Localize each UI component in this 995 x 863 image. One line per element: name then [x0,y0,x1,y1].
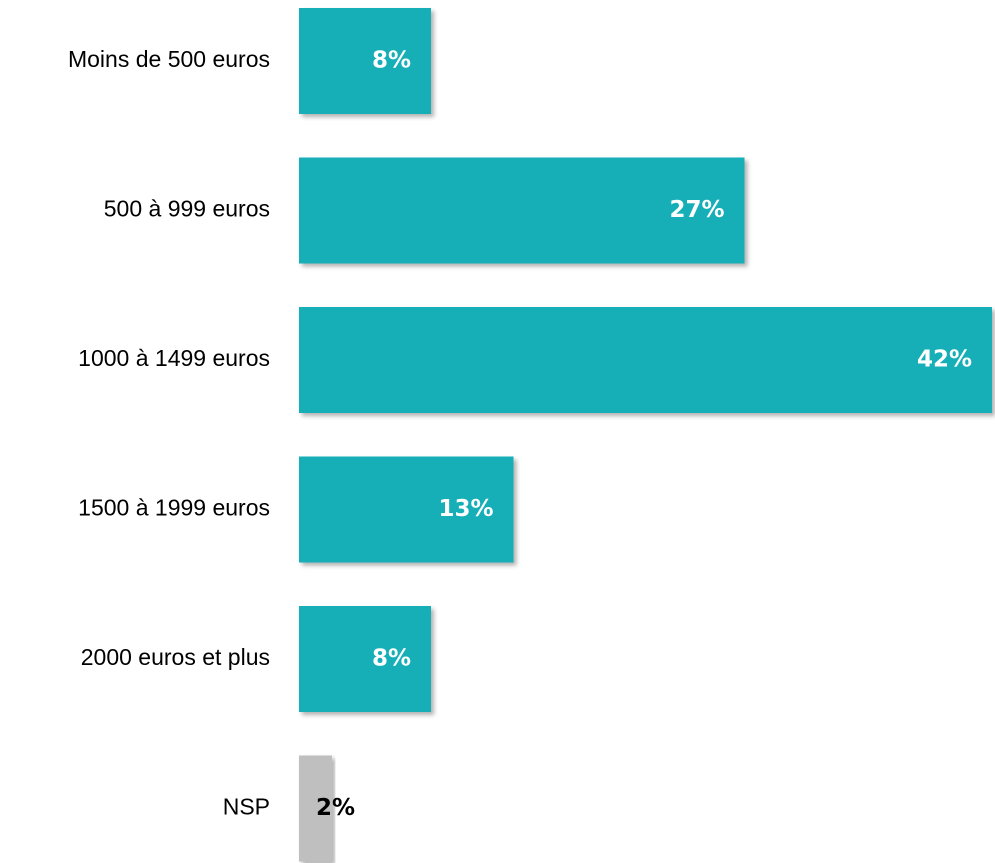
value-label: 8% [372,646,411,672]
bar [299,755,332,862]
bar [299,456,514,563]
value-label: 8% [372,48,411,74]
bar [299,307,992,413]
category-label: NSP [223,794,270,820]
category-label: Moins de 500 euros [68,46,270,72]
category-label: 500 à 999 euros [104,196,270,222]
value-label: 13% [438,496,493,522]
category-label: 1000 à 1499 euros [78,345,270,371]
value-label: 2% [316,795,355,821]
category-label: 2000 euros et plus [81,644,270,670]
bar [299,606,431,712]
bar [299,8,431,114]
bar [299,157,745,264]
category-label: 1500 à 1999 euros [78,495,270,521]
value-label: 42% [917,347,972,373]
value-label: 27% [669,197,724,223]
